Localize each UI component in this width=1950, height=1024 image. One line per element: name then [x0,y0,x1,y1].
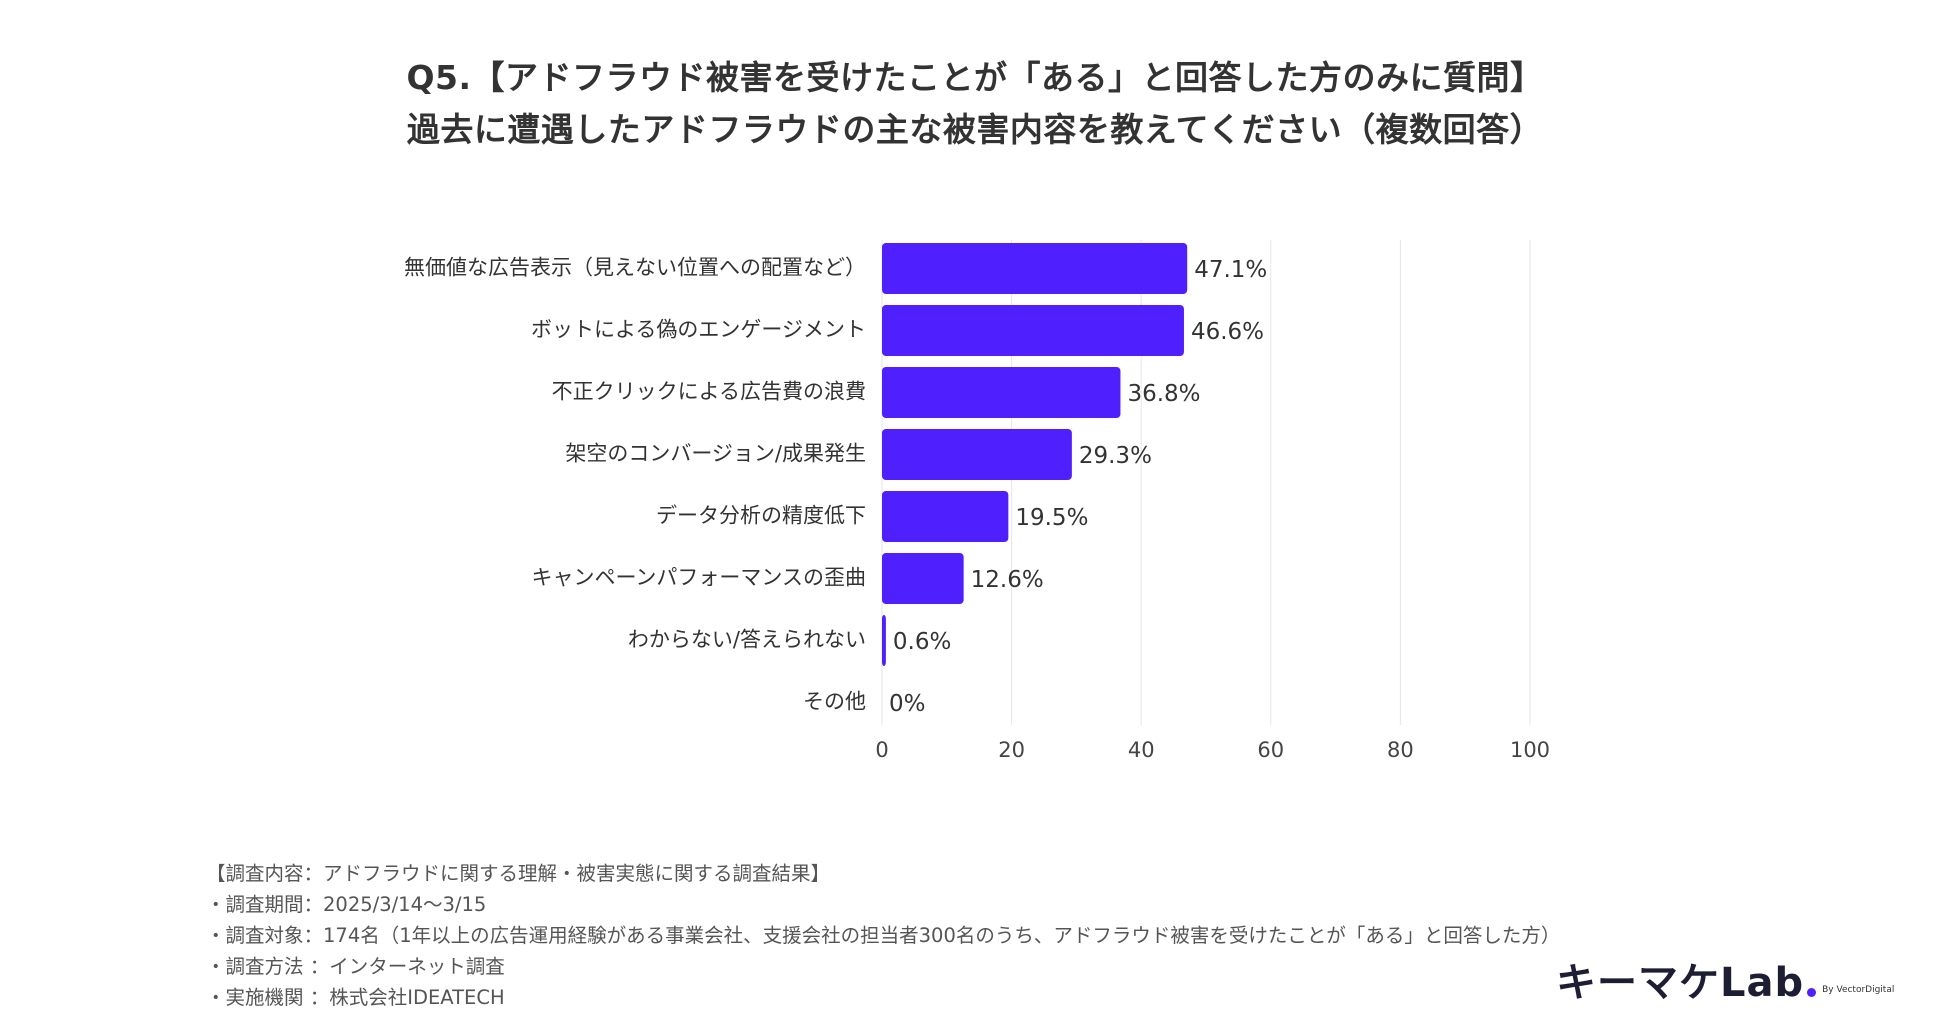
bars [882,243,1188,666]
brand-logo: キーマケLab By VectorDigital [1556,950,1894,1006]
category-label: 架空のコンバージョン/成果発生 [565,442,866,466]
category-label: 無価値な広告表示（見えない位置への配置など） [404,256,866,280]
x-tick-label: 40 [1128,738,1155,762]
category-label: 不正クリックによる広告費の浪費 [552,380,866,404]
x-tick-label: 100 [1510,738,1550,762]
chart-title-line-2: 過去に遭遇したアドフラウドの主な被害内容を教えてください（複数回答） [406,110,1544,149]
bar [882,367,1121,418]
survey-notes: 【調査内容：アドフラウドに関する理解・被害実態に関する調査結果】 ・調査期間：2… [206,858,1560,1013]
logo-dot-icon [1807,988,1817,997]
x-tick-label: 80 [1387,738,1414,762]
chart-title-line-1: Q5.【アドフラウド被害を受けたことが「ある」と回答した方のみに質問】 [406,58,1544,97]
bar [882,305,1184,356]
bar-chart: 無価値な広告表示（見えない位置への配置など） ボットによる偽のエンゲージメント不正… [404,240,1550,762]
data-label: 0% [889,691,926,717]
data-label: 19.5% [1015,505,1088,531]
note-line: ・調査対象：174名（1年以上の広告運用経験がある事業会社、支援会社の担当者30… [206,924,1561,947]
category-label: わからない/答えられない [628,628,866,652]
data-label: 36.8% [1127,381,1200,407]
data-labels: 47.1% 46.6% 36.8% 29.3% 19.5% 12.6% 0.6% 0% [889,257,1267,717]
note-line: ・調査期間：2025/3/14〜3/15 [206,893,487,916]
data-label: 47.1% [1194,257,1267,283]
data-label: 12.6% [971,567,1044,593]
logo-byline: By VectorDigital [1822,985,1895,995]
bar [882,243,1188,294]
x-tick-label: 60 [1257,738,1284,762]
note-line: 【調査内容：アドフラウドに関する理解・被害実態に関する調査結果】 [206,862,831,885]
note-line: ・調査方法 ：インターネット調査 [206,955,505,978]
category-label: キャンペーンパフォーマンスの歪曲 [531,566,866,590]
bar [882,429,1072,480]
category-label: データ分析の精度低下 [656,504,866,528]
chart-title: Q5.【アドフラウド被害を受けたことが「ある」と回答した方のみに質問】 過去に遭… [0,52,1950,156]
category-label: その他 [803,690,866,714]
bar [882,553,964,604]
category-label: ボットによる偽のエンゲージメント [531,318,866,342]
note-line: ・実施機関 ：株式会社IDEATECH [206,986,505,1009]
data-label: 46.6% [1191,319,1264,345]
data-label: 29.3% [1079,443,1152,469]
bar [882,615,886,666]
category-labels: 無価値な広告表示（見えない位置への配置など） ボットによる偽のエンゲージメント不正… [404,256,866,714]
data-label: 0.6% [893,629,951,655]
x-axis-ticks: 0 20 40 60 80 100 [875,738,1550,762]
x-tick-label: 20 [998,738,1025,762]
bar [882,491,1009,542]
logo-text: キーマケLab [1556,960,1805,1006]
x-tick-label: 0 [875,738,888,762]
